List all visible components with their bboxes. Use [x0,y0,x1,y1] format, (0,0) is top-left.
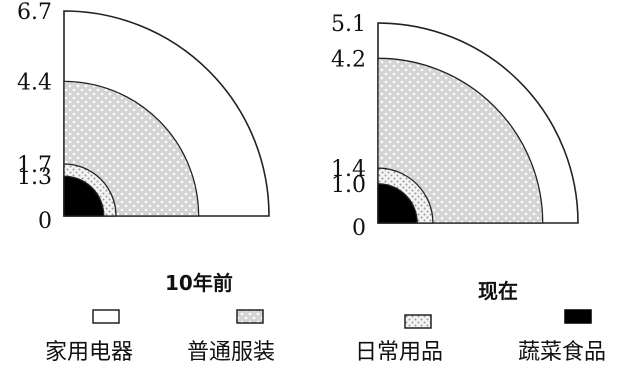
legend-swatch-daily [404,314,432,329]
chart-now: 0 1.01.4 4.2 5.1 现在 [331,12,579,303]
legend-label-appliances: 家用电器 [45,340,133,365]
chart-10-years-ago: 0 1.31.7 4.4 6.7 10年前 [17,0,270,295]
tick-label: 4.4 [17,70,52,95]
tick-label: 1.7 [17,153,52,178]
sector-clothing [377,57,544,224]
legend-label-food: 蔬菜食品 [518,340,606,365]
tick-label: 1.4 [331,157,366,182]
tick-label: 5.1 [331,12,366,37]
sector-food [377,183,418,224]
legend-swatch-appliances [92,309,120,324]
chart-title-10-years-ago: 10年前 [165,271,233,295]
sector-food [63,175,105,217]
tick-label: 1.3 [17,165,52,190]
tick-label: 4.2 [331,47,366,72]
legend: 家用电器 普通服装 日常用品 蔬菜食品 [45,309,606,365]
tick-label: 0 [352,216,366,241]
legend-label-clothing: 普通服装 [187,340,275,365]
tick-label: 0 [38,209,52,234]
legend-swatch-clothing [236,309,264,324]
legend-label-daily: 日常用品 [355,340,443,365]
tick-label: 1.0 [331,173,366,198]
tick-label: 6.7 [17,0,52,25]
chart-title-now: 现在 [478,279,518,303]
legend-swatch-food [564,309,592,324]
